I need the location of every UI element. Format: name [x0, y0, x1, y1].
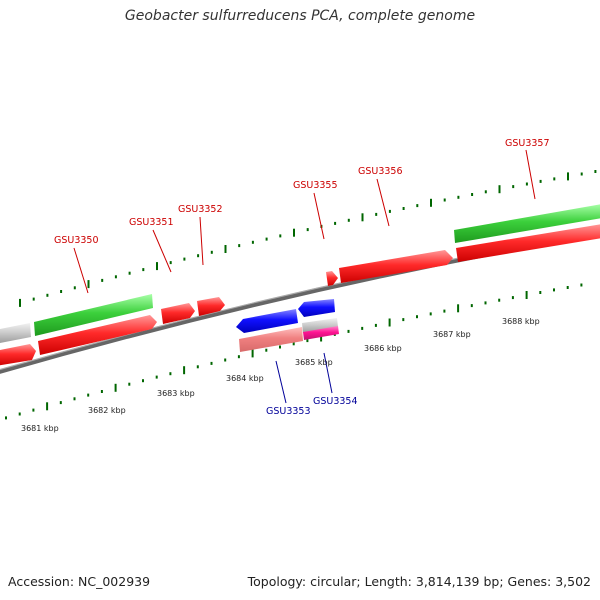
gene-label-gsu3357[interactable]: GSU3357: [505, 138, 550, 149]
scale-label: 3685 kbp: [295, 358, 333, 367]
leader-gsu3355: [313, 192, 325, 240]
accession-text: Accession: NC_002939: [8, 574, 151, 589]
scale-label: 3686 kbp: [364, 344, 402, 353]
leader-gsu3350: [73, 247, 89, 294]
gene-label-gsu3356[interactable]: GSU3356: [358, 166, 403, 177]
scale-label: 3688 kbp: [502, 317, 540, 326]
topology-text: Topology: circular; Length: 3,814,139 bp…: [247, 574, 591, 589]
scale-labels: 3681 kbp 3682 kbp 3683 kbp 3684 kbp 3685 kbp…: [21, 317, 540, 433]
leader-gsu3351: [152, 229, 172, 273]
leader-gsu3357: [525, 149, 536, 200]
misc-feature-bar[interactable]: [0, 323, 31, 344]
cds-arrow-gsu3352[interactable]: [197, 297, 225, 316]
scale-label: 3681 kbp: [21, 424, 59, 433]
gene-label-gsu3354[interactable]: GSU3354: [313, 396, 358, 407]
cds-arrow-gsu3356[interactable]: [339, 250, 453, 283]
scale-label: 3683 kbp: [157, 389, 195, 398]
forward-gene-track: [34, 204, 600, 336]
leader-gsu3353: [275, 360, 287, 404]
cds-arrow-gsu3355[interactable]: [326, 271, 338, 286]
reverse-strand-track: [236, 299, 339, 352]
cds-arrow-gsu3351[interactable]: [161, 303, 195, 324]
scale-label: 3682 kbp: [88, 406, 126, 415]
gene-label-gsu3353[interactable]: GSU3353: [266, 406, 311, 417]
gene-bar[interactable]: [34, 294, 153, 336]
leader-gsu3356: [376, 178, 390, 227]
cds-arrow-gsu3354[interactable]: [298, 299, 335, 317]
gene-bar[interactable]: [454, 204, 600, 243]
gene-label-gsu3355[interactable]: GSU3355: [293, 180, 338, 191]
cds-arrow-gsu3353[interactable]: [236, 309, 298, 333]
inner-tick-track: [5, 283, 583, 420]
outer-tick-track: [19, 170, 597, 307]
label-leaders: [73, 149, 536, 404]
leader-gsu3354: [323, 352, 333, 394]
trna-bar[interactable]: [303, 326, 339, 340]
cds-arrow-gsu3349[interactable]: [0, 344, 36, 366]
pseudo-gene-bar[interactable]: [239, 327, 303, 352]
gene-label-gsu3350[interactable]: GSU3350: [54, 235, 99, 246]
gene-label-gsu3351[interactable]: GSU3351: [129, 217, 174, 228]
scale-label: 3684 kbp: [226, 374, 264, 383]
leader-gsu3352: [199, 216, 204, 266]
scale-label: 3687 kbp: [433, 330, 471, 339]
forward-gene-labels: GSU3350 GSU3351 GSU3352 GSU3355 GSU3356 …: [54, 138, 550, 246]
genome-title: Geobacter sulfurreducens PCA, complete g…: [124, 8, 476, 24]
cds-arrow-gsu3350[interactable]: [38, 315, 157, 355]
cds-arrow-gsu3357[interactable]: [456, 224, 600, 262]
forward-cds-track: [0, 224, 600, 366]
misc-feature-bar-reverse[interactable]: [302, 318, 338, 333]
gene-label-gsu3352[interactable]: GSU3352: [178, 204, 223, 215]
reverse-gene-labels: GSU3353 GSU3354: [266, 396, 358, 417]
